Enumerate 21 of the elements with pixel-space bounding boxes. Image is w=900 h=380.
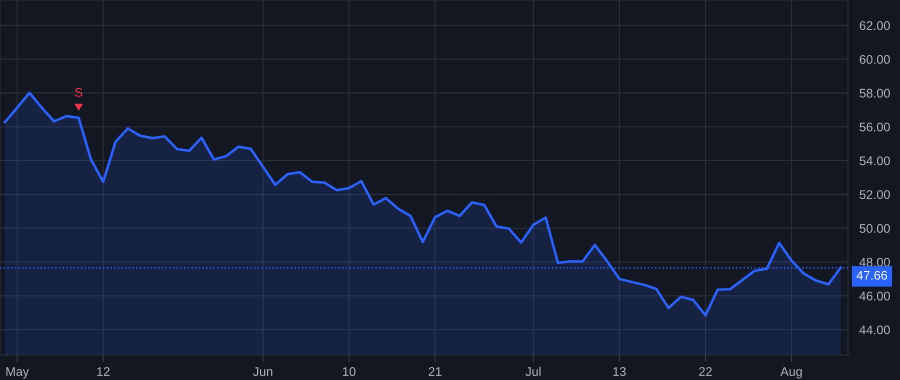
ref-line-label: 47.66	[856, 270, 888, 280]
y-tick-label: 44.00	[859, 325, 890, 334]
y-tick-label: 50.00	[860, 224, 890, 233]
y-tick-label: 62.00	[860, 21, 890, 30]
y-tick-label: 56.00	[860, 122, 890, 132]
x-tick-label: Jun	[253, 367, 272, 376]
x-tick-label: 21	[428, 367, 442, 376]
x-tick-label: 13	[613, 367, 626, 376]
y-tick-label: 48.00	[859, 258, 890, 267]
y-tick-label: 58.00	[860, 88, 890, 98]
y-tick-label: 60.00	[860, 54, 890, 64]
y-tick-label: 52.00	[860, 190, 890, 200]
x-tick-label: Jul	[526, 366, 541, 376]
x-tick-label: May	[6, 367, 29, 378]
y-tick-label: 46.00	[859, 292, 890, 300]
annotation: S	[75, 88, 82, 97]
y-tick-label: 54.00	[860, 156, 890, 166]
x-tick-label: Aug	[780, 367, 802, 378]
x-tick-label: 22	[699, 367, 712, 376]
x-tick-label: 10	[343, 367, 356, 376]
x-tick-label: 12	[97, 367, 110, 376]
